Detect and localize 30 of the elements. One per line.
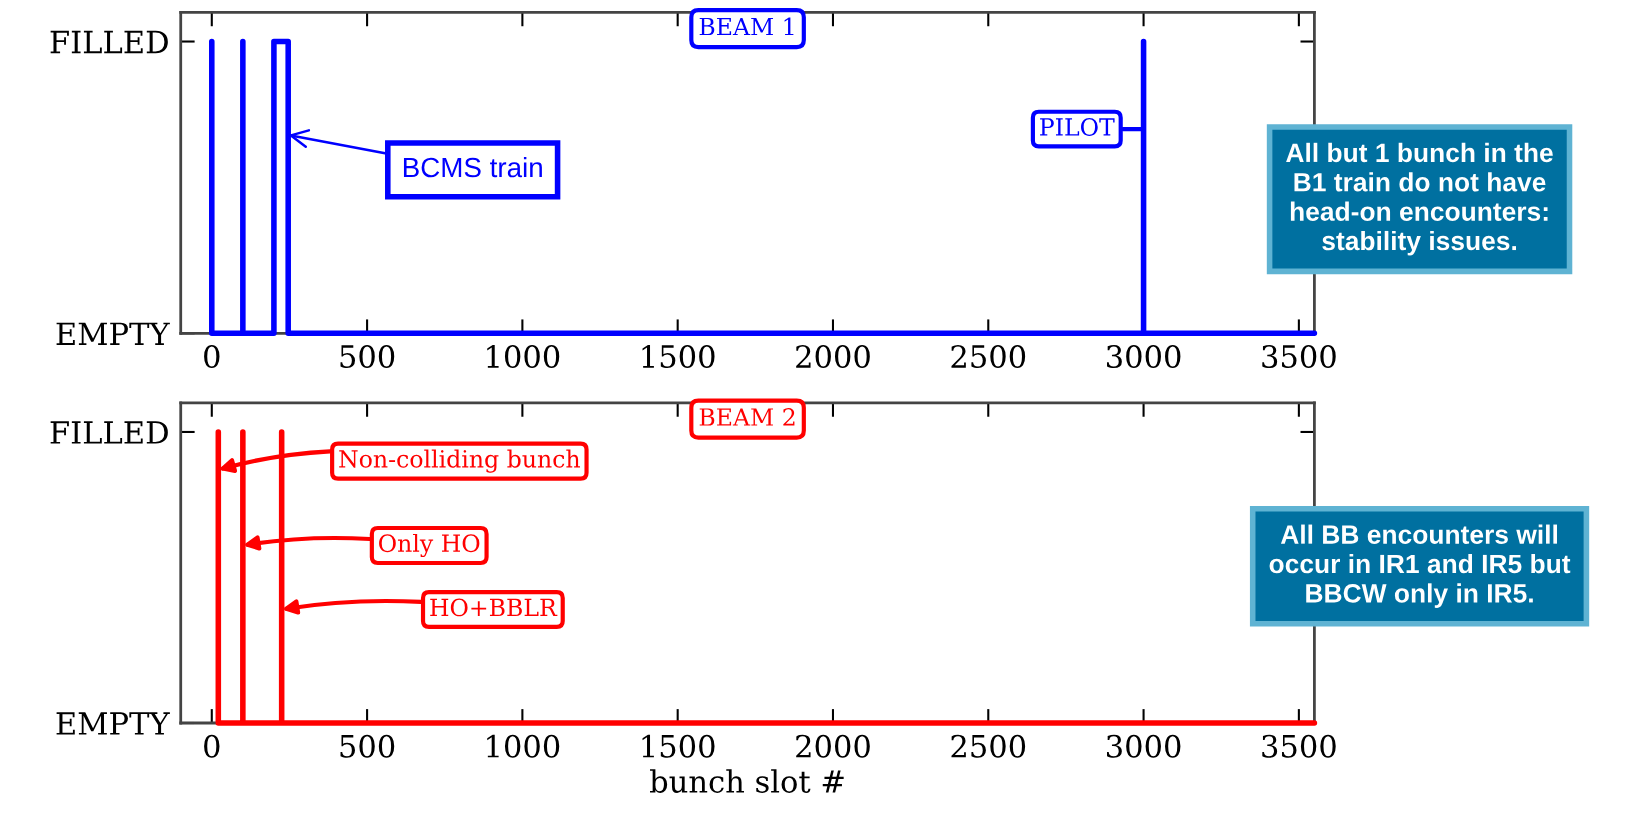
- x-tick-label: 2000: [796, 344, 870, 369]
- x-tick-label: 3500: [1262, 344, 1336, 369]
- x-tick-label: 0: [204, 344, 220, 369]
- x-tick-label: 1000: [487, 344, 560, 369]
- annotation: BCMS train: [403, 156, 542, 178]
- category-label: FILLED: [50, 30, 168, 54]
- x-tick-label: 3000: [1107, 344, 1181, 369]
- x-tick-label: 0: [204, 734, 220, 758]
- x-tick-label: 1000: [487, 734, 560, 758]
- x-tick-label: 1500: [642, 734, 715, 758]
- annotation: HO+BBLR: [430, 598, 558, 617]
- chart-title: BEAM 2: [699, 408, 795, 426]
- category-label: FILLED: [50, 421, 168, 444]
- annotation: Non-colliding bunch: [339, 449, 580, 473]
- annotation: All BB encounters will occur in IR1 and IR5 but BBCW only in IR5.: [1269, 524, 1571, 608]
- annotation: All but 1 bunch in the B1 train do not have head-on encounters: stability issues.: [1286, 142, 1553, 256]
- chart-title: BEAM 1: [699, 17, 794, 36]
- x-tick-label: 3500: [1262, 734, 1336, 758]
- x-tick-label: 3000: [1107, 734, 1181, 758]
- x-tick-label: 500: [340, 734, 395, 758]
- annotation: PILOT: [1040, 118, 1115, 136]
- category-label: EMPTY: [56, 712, 170, 735]
- x-axis-title: bunch slot #: [650, 769, 844, 793]
- annotation: Only HO: [379, 533, 480, 558]
- x-tick-label: 2500: [951, 734, 1026, 758]
- category-label: EMPTY: [56, 322, 170, 345]
- x-tick-label: 1500: [642, 344, 715, 369]
- x-tick-label: 2500: [951, 344, 1026, 369]
- x-tick-label: 2000: [796, 734, 870, 758]
- x-tick-label: 500: [340, 344, 395, 369]
